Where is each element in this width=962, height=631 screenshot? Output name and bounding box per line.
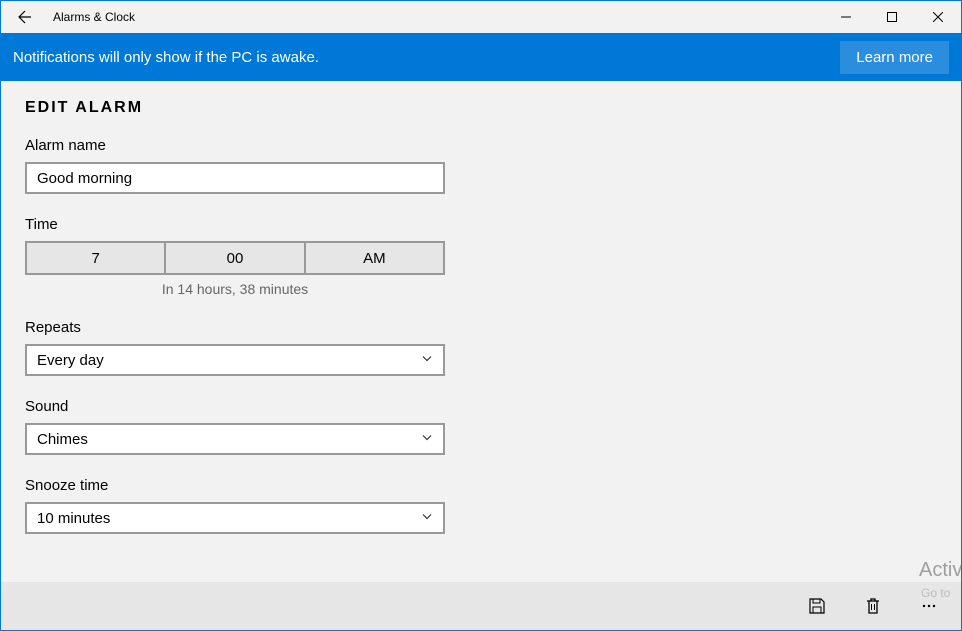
window-controls [823,1,961,33]
snooze-select[interactable]: 10 minutes [25,502,445,534]
sound-select[interactable]: Chimes [25,423,445,455]
command-bar [1,582,961,630]
time-ampm-picker[interactable]: AM [306,241,445,275]
snooze-label: Snooze time [25,477,937,494]
window-title: Alarms & Clock [49,10,823,24]
activation-watermark-line1: Activ [919,559,961,582]
alarm-name-input[interactable] [25,162,445,194]
alarm-name-label: Alarm name [25,137,937,154]
activation-watermark-line2: Go to [921,586,961,600]
repeats-field: Repeats Every day [25,319,937,376]
repeats-label: Repeats [25,319,937,336]
chevron-down-icon [421,431,433,448]
page-title: EDIT ALARM [25,99,937,117]
time-field: Time 7 00 AM In 14 hours, 38 minutes [25,216,937,297]
back-button[interactable] [1,1,49,33]
maximize-icon [887,12,897,22]
time-minute-picker[interactable]: 00 [166,241,305,275]
trash-icon [863,596,883,616]
sound-label: Sound [25,398,937,415]
banner-message: Notifications will only show if the PC i… [13,49,840,66]
time-label: Time [25,216,937,233]
back-arrow-icon [17,9,33,25]
time-hour-picker[interactable]: 7 [25,241,166,275]
delete-button[interactable] [853,586,893,626]
notification-banner: Notifications will only show if the PC i… [1,33,961,81]
save-icon [807,596,827,616]
alarm-name-field: Alarm name [25,137,937,194]
snooze-value: 10 minutes [37,510,110,527]
learn-more-button[interactable]: Learn more [840,41,949,74]
maximize-button[interactable] [869,1,915,33]
content-area: EDIT ALARM Alarm name Time 7 00 AM In 14… [1,81,961,582]
snooze-field: Snooze time 10 minutes [25,477,937,534]
time-picker: 7 00 AM [25,241,445,275]
time-remaining-note: In 14 hours, 38 minutes [25,281,445,297]
sound-field: Sound Chimes [25,398,937,455]
minimize-icon [841,12,851,22]
save-button[interactable] [797,586,837,626]
close-icon [933,12,943,22]
repeats-select[interactable]: Every day [25,344,445,376]
close-button[interactable] [915,1,961,33]
app-window: Alarms & Clock Notifications will only s… [0,0,962,631]
sound-value: Chimes [37,431,88,448]
titlebar: Alarms & Clock [1,1,961,33]
repeats-value: Every day [37,352,104,369]
minimize-button[interactable] [823,1,869,33]
chevron-down-icon [421,510,433,527]
chevron-down-icon [421,352,433,369]
